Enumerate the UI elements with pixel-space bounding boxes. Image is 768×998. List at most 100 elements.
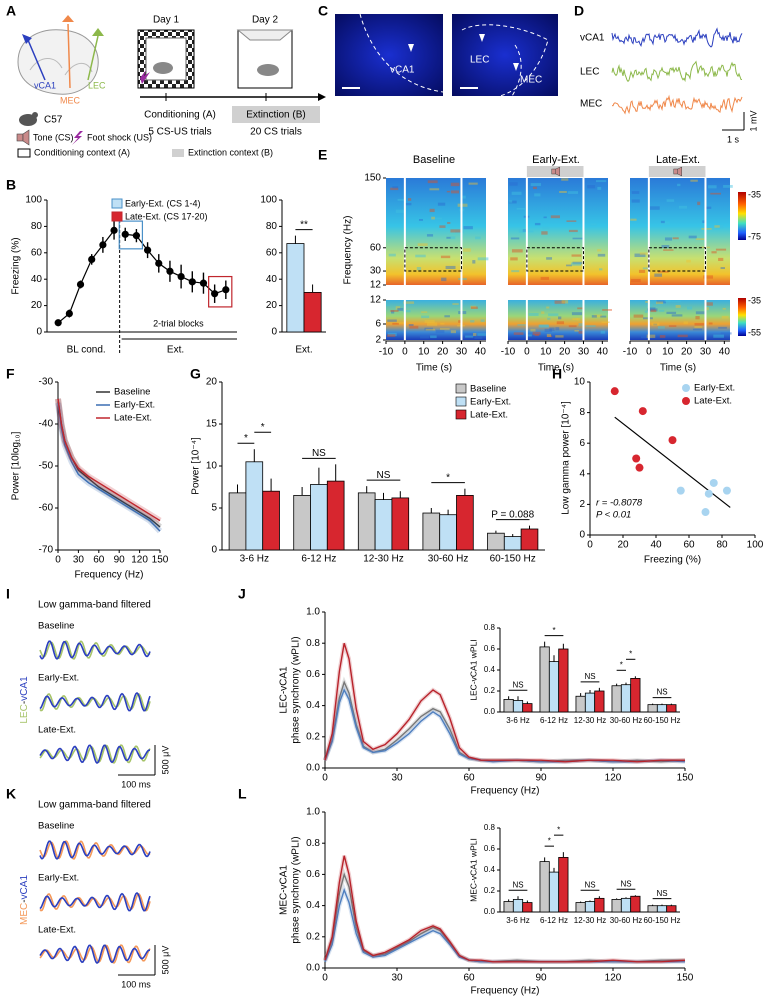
spectrogram-texture [659, 335, 666, 338]
point [121, 230, 129, 238]
spectrogram-texture [630, 278, 641, 283]
bar [647, 905, 658, 913]
bar [357, 492, 376, 551]
spectrogram-texture [571, 254, 582, 257]
x-tick-label: 30 [391, 773, 403, 784]
legend-swatch [455, 383, 467, 394]
legend-text: Early-Ext. [694, 383, 735, 394]
sig-label: NS [312, 448, 326, 459]
sig-label: NS [656, 688, 667, 697]
bar [575, 902, 586, 913]
x-group-label: Ext. [295, 345, 312, 356]
spectrogram-texture [546, 335, 553, 338]
bar [584, 692, 596, 713]
y-tick-label: 60 [266, 247, 278, 258]
x-tick-label: 40 [597, 347, 609, 358]
spectrogram-texture [638, 269, 646, 273]
y-tick-label: 0.8 [306, 638, 320, 649]
spectrogram-texture [649, 307, 656, 311]
sig-label: * [552, 626, 555, 635]
y-tick-label: 0.6 [306, 669, 320, 680]
y-tick-label: 5 [211, 503, 217, 514]
histology-label: MEC [520, 75, 542, 86]
spectrogram-texture [522, 230, 534, 233]
spectrogram-texture [718, 326, 727, 329]
stat-annotation: r = -0.8078 [596, 498, 643, 509]
spectrogram-texture [708, 185, 717, 189]
spectrogram-texture [534, 222, 541, 226]
spectrogram-texture [661, 244, 670, 249]
spectrogram-texture [395, 306, 401, 310]
phase-name: Conditioning (A) [144, 110, 216, 121]
series-line [324, 872, 685, 963]
bar [293, 494, 311, 551]
spectrogram-texture [424, 327, 433, 331]
x-axis-label: Frequency (Hz) [471, 786, 540, 797]
bar [620, 897, 632, 913]
x-tick-label: 0 [524, 347, 530, 358]
y-tick-label: 0.0 [306, 763, 320, 774]
spectrogram-texture [720, 332, 732, 335]
y-axis-label: MEC-vCA1 wPLI [468, 838, 478, 902]
bar [630, 895, 641, 913]
x-tick-label: 30-60 Hz [610, 716, 642, 725]
sig-label: NS [584, 880, 595, 889]
bar [539, 646, 550, 713]
spectrogram-texture [530, 328, 536, 332]
spectrogram-texture [480, 319, 485, 322]
y-tick-label: 2 [579, 499, 585, 510]
x-tick-label: 60-150 Hz [644, 916, 681, 925]
spectrogram-texture [653, 323, 658, 326]
spectrogram-texture [645, 300, 651, 303]
spectrogram-texture [686, 259, 691, 263]
bar [512, 899, 524, 913]
x-tick-label: 0 [322, 773, 328, 784]
spectrogram-texture [630, 218, 637, 221]
bar [503, 901, 514, 913]
y-tick-label: -50 [39, 461, 54, 472]
spectrogram-texture [452, 303, 459, 305]
x-tick-label: 30 [456, 347, 468, 358]
bar [303, 291, 322, 333]
y-tick-label: 20 [31, 300, 43, 311]
spectrogram-texture [435, 330, 445, 334]
x-tick-label: 150 [677, 973, 694, 984]
bar [666, 704, 677, 713]
spectrogram-texture [403, 309, 411, 313]
y-tick-label: 100 [25, 195, 42, 206]
y-tick-label: 0 [579, 530, 585, 541]
sig-label: NS [377, 470, 391, 481]
x-tick-label: 120 [131, 555, 148, 566]
spectrogram-texture [455, 230, 464, 233]
x-axis-label: Time (s) [538, 363, 574, 374]
y-tick-label: 6 [375, 319, 381, 330]
spectrogram-texture [546, 333, 552, 337]
x-tick-label: 6-12 Hz [540, 916, 568, 925]
time-scale: 100 ms [121, 979, 151, 989]
spectrogram-texture [657, 326, 665, 329]
spectrogram-texture [528, 334, 532, 337]
legend-swatch [455, 396, 467, 407]
spectrogram-texture [475, 236, 481, 240]
x-tick-label: 120 [605, 973, 622, 984]
point [668, 436, 677, 445]
spectrogram-texture [440, 322, 445, 325]
spectrogram-texture [642, 267, 651, 270]
spectrogram-texture [439, 328, 450, 330]
spectrogram-texture [601, 321, 610, 324]
spectrogram-texture [561, 300, 569, 304]
spectrogram-texture [477, 333, 486, 336]
spectrogram-texture [572, 261, 583, 265]
spectrogram-texture [574, 330, 580, 332]
spectrogram-texture [534, 334, 539, 337]
time-scale: 100 ms [121, 779, 151, 789]
day-label: Day 1 [153, 15, 180, 26]
point [65, 309, 73, 318]
spectrogram-texture [631, 191, 640, 194]
x-tick-label: 3-6 Hz [506, 916, 530, 925]
day-label: Day 2 [252, 15, 279, 26]
bar [286, 243, 305, 333]
spectrogram-texture [397, 198, 405, 201]
spectrogram-texture [539, 324, 549, 328]
bar [666, 905, 677, 913]
